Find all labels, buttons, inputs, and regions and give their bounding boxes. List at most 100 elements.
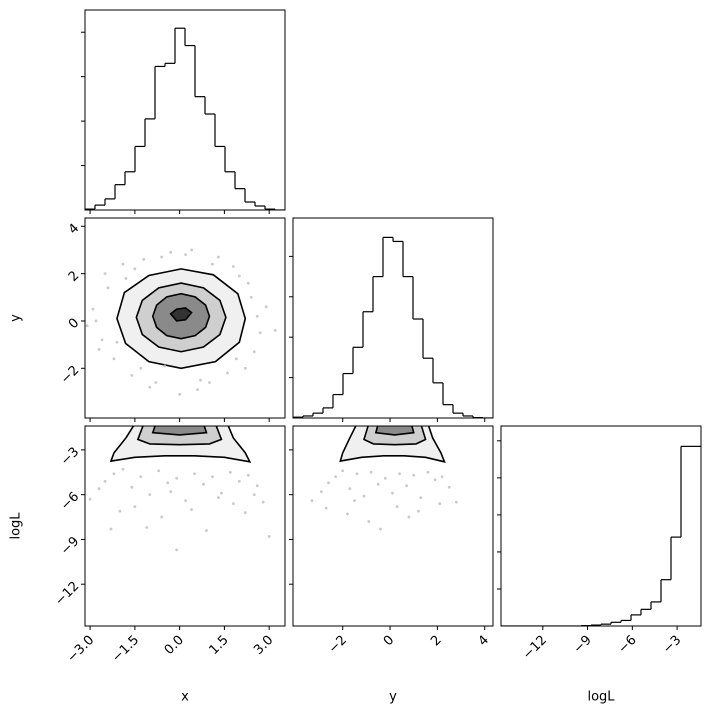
x-axis-label: x — [181, 690, 189, 705]
point — [133, 505, 137, 508]
point — [454, 500, 458, 504]
point — [211, 262, 214, 266]
point — [208, 381, 211, 384]
point — [160, 515, 164, 519]
y-tick-label: −12 — [52, 579, 82, 609]
point — [320, 490, 323, 494]
point — [220, 491, 223, 495]
point — [255, 484, 259, 488]
x-tick-label: 0.0 — [162, 633, 187, 658]
point — [112, 357, 116, 361]
point — [417, 509, 420, 513]
y-tick-label: −2 — [58, 363, 82, 387]
x-tick-label: −3 — [660, 633, 684, 657]
point — [91, 307, 95, 311]
point — [379, 527, 382, 531]
point — [231, 265, 235, 268]
x-axis-label: logL — [587, 690, 615, 705]
y-tick-label: −9 — [58, 534, 82, 558]
x-tick-label: 1.5 — [206, 633, 231, 658]
frame — [292, 217, 494, 419]
point — [106, 286, 110, 290]
point — [142, 258, 146, 261]
panel: −3.0 −1.5 0.0 1.5 3.0 −3 −6 −9 −12 x logL — [9, 425, 286, 705]
point — [376, 482, 380, 486]
panel: −12 −9 −6 −3 logL — [497, 425, 702, 705]
point — [341, 469, 345, 473]
point — [369, 470, 373, 474]
point — [145, 526, 149, 529]
point — [249, 295, 253, 299]
panel — [289, 217, 494, 422]
x-tick-label: −12 — [520, 633, 550, 663]
point — [217, 255, 220, 259]
point — [184, 253, 187, 257]
point — [109, 527, 113, 531]
point — [211, 475, 214, 479]
x-tick-label: −2 — [326, 633, 350, 657]
point — [243, 511, 247, 514]
point — [190, 508, 193, 511]
point — [139, 475, 143, 479]
point — [355, 472, 359, 476]
point — [118, 509, 122, 513]
frame — [84, 425, 286, 627]
point — [234, 357, 238, 361]
x-tick-label: 2 — [428, 633, 444, 649]
x-tick-label: −9 — [571, 633, 595, 657]
point — [310, 499, 314, 503]
point — [130, 373, 134, 377]
y-tick-label: 0 — [66, 316, 82, 332]
y-axis-label: logL — [9, 512, 24, 540]
point — [178, 392, 182, 396]
x-tick-label: −3.0 — [64, 633, 97, 666]
plot-area — [88, 426, 271, 552]
point — [407, 515, 411, 519]
point — [196, 388, 199, 391]
plot-area — [501, 445, 701, 626]
point — [199, 378, 202, 382]
frame — [84, 9, 286, 211]
point — [124, 276, 128, 280]
point — [166, 481, 170, 485]
point — [391, 491, 394, 495]
plot-area — [310, 426, 458, 531]
point — [267, 535, 271, 538]
x-tick-label: 4 — [476, 633, 492, 649]
point — [175, 476, 179, 480]
point — [225, 371, 229, 375]
point — [97, 347, 101, 351]
point — [228, 470, 232, 474]
x-tick-label: −6 — [615, 633, 639, 657]
point — [438, 502, 442, 506]
point — [237, 479, 241, 483]
point — [412, 473, 416, 477]
point — [88, 497, 92, 501]
point — [261, 500, 265, 504]
point — [419, 496, 423, 500]
point — [121, 467, 125, 471]
point — [160, 255, 164, 259]
contour — [169, 307, 193, 322]
frame — [500, 425, 702, 627]
point — [398, 472, 401, 476]
point — [237, 274, 241, 278]
point — [433, 478, 437, 482]
point — [85, 324, 89, 328]
x-axis-label: y — [389, 690, 397, 705]
point — [190, 248, 193, 252]
point — [130, 485, 134, 489]
point — [94, 319, 98, 323]
point — [231, 502, 235, 506]
point — [273, 329, 277, 332]
point — [367, 520, 371, 523]
point — [252, 350, 256, 354]
point — [246, 473, 250, 477]
point — [205, 529, 208, 532]
point — [154, 381, 158, 384]
y-tick-label: −6 — [58, 489, 82, 513]
point — [447, 485, 451, 489]
x-tick-label: 3.0 — [251, 633, 276, 658]
point — [133, 267, 137, 271]
